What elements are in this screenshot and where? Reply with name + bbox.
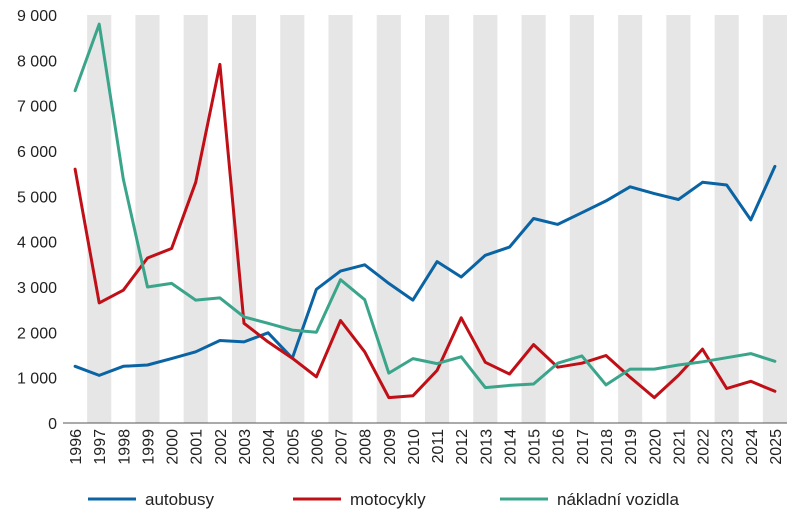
x-tick-label: 2018 <box>599 429 616 465</box>
background-bands <box>87 15 787 423</box>
band-2009 <box>376 15 401 423</box>
x-tick-label: 2010 <box>406 429 423 465</box>
x-tick-label: 2019 <box>623 429 640 465</box>
band-1999 <box>135 15 160 423</box>
x-tick-label: 2021 <box>671 429 688 465</box>
y-tick-label: 8 000 <box>17 53 57 70</box>
x-tick-label: 1999 <box>140 429 157 465</box>
y-tick-label: 5 000 <box>17 189 57 206</box>
legend-label-2: nákladní vozidla <box>557 490 679 509</box>
y-tick-label: 7 000 <box>17 99 57 116</box>
x-tick-label: 2009 <box>382 429 399 465</box>
x-tick-label: 2006 <box>309 429 326 465</box>
x-tick-label: 2013 <box>478 429 495 465</box>
band-2023 <box>714 15 739 423</box>
band-2005 <box>280 15 305 423</box>
x-tick-label: 2002 <box>213 429 230 465</box>
x-tick-label: 2011 <box>430 429 447 464</box>
x-tick-label: 2004 <box>261 429 278 465</box>
legend: autobusy motocykly nákladní vozidla <box>88 490 679 509</box>
y-tick-label: 2 000 <box>17 325 57 342</box>
y-tick-label: 3 000 <box>17 280 57 297</box>
band-2025 <box>762 15 787 423</box>
x-tick-label: 2003 <box>237 429 254 465</box>
x-tick-label: 2015 <box>527 429 544 465</box>
x-tick-label: 2017 <box>575 429 592 465</box>
band-2019 <box>618 15 643 423</box>
y-tick-label: 6 000 <box>17 144 57 161</box>
band-2007 <box>328 15 353 423</box>
x-tick-label: 2022 <box>696 429 713 465</box>
x-tick-label: 2001 <box>189 429 206 465</box>
series-line-2 <box>73 22 777 390</box>
band-2003 <box>231 15 257 423</box>
x-tick-label: 2008 <box>358 429 375 465</box>
band-2021 <box>666 15 691 423</box>
x-tick-label: 2023 <box>720 429 737 465</box>
x-tick-label: 2024 <box>744 429 761 465</box>
y-tick-label: 4 000 <box>17 235 57 252</box>
y-tick-label: 0 <box>48 416 57 433</box>
x-tick-label: 1998 <box>116 429 133 465</box>
x-tick-label: 2020 <box>647 429 664 465</box>
y-tick-label: 9 000 <box>17 8 57 25</box>
band-2013 <box>473 15 498 423</box>
x-tick-label: 2025 <box>768 429 785 465</box>
series-line-1 <box>73 62 777 400</box>
y-axis: 0 1 000 2 000 3 000 4 000 5 000 6 000 7 000 8 00… <box>17 8 57 433</box>
x-tick-label: 1996 <box>68 429 85 465</box>
x-tick-label: 2014 <box>502 429 519 465</box>
legend-label-1: motocykly <box>350 490 426 509</box>
x-tick-label: 2012 <box>454 429 471 465</box>
x-tick-label: 2007 <box>334 429 351 465</box>
x-tick-label: 2005 <box>285 429 302 465</box>
series-lines <box>73 22 777 400</box>
x-tick-label: 2016 <box>551 429 568 465</box>
y-tick-label: 1 000 <box>17 371 57 388</box>
band-2001 <box>183 15 208 423</box>
x-tick-label: 2000 <box>165 429 182 465</box>
series-line-0 <box>73 164 777 377</box>
x-axis: 1996 1997 1998 1999 2000 2001 2002 2003 2004 2005… <box>68 429 785 465</box>
x-tick-label: 1997 <box>92 429 109 465</box>
legend-label-0: autobusy <box>145 490 214 509</box>
